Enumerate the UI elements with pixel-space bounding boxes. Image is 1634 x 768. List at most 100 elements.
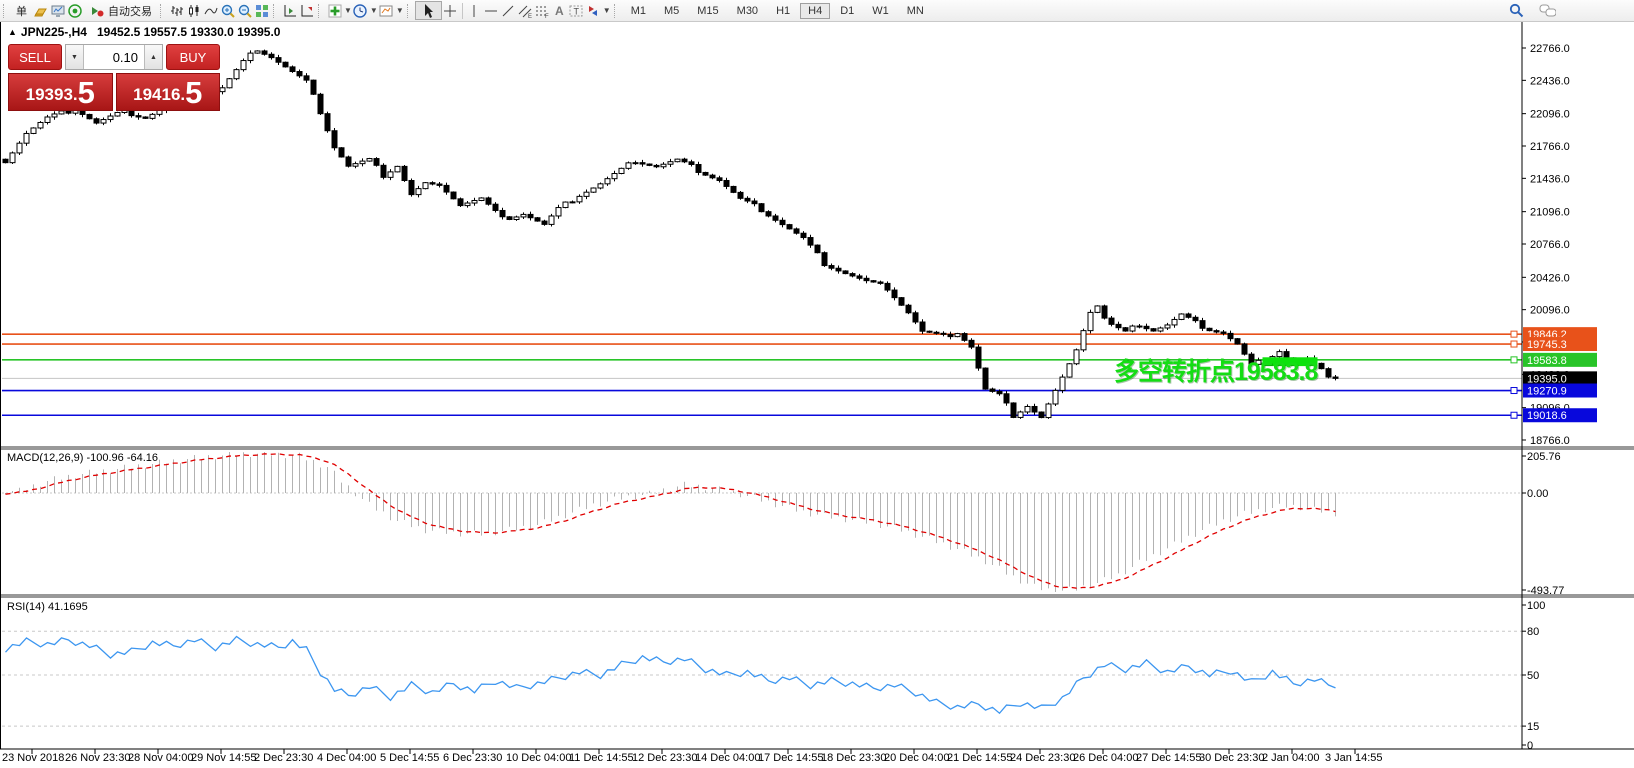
collapse-arrow-icon[interactable]: ▲	[8, 27, 17, 37]
zoom-out-icon[interactable]	[236, 2, 253, 19]
svg-text:30 Dec 23:30: 30 Dec 23:30	[1199, 752, 1264, 764]
timeframe-button-h1[interactable]: H1	[776, 4, 791, 17]
fibonacci-tool-icon[interactable]: F	[534, 2, 551, 19]
one-click-trading-panel: SELL ▼ ▲ BUY 19393.5 19416.5	[8, 44, 220, 111]
macd-indicator-label: MACD(12,26,9) -100.96 -64.16	[7, 452, 159, 464]
macd-axis-labels: 205.76 0.00 -493.77	[1522, 451, 1564, 597]
svg-text:20426.0: 20426.0	[1530, 272, 1570, 284]
svg-text:3 Jan 14:55: 3 Jan 14:55	[1325, 752, 1383, 764]
svg-text:19583.8: 19583.8	[1527, 355, 1567, 367]
svg-text:2 Jan 04:00: 2 Jan 04:00	[1262, 752, 1320, 764]
timeframe-button-d1[interactable]: D1	[840, 4, 855, 17]
rsi-axis-labels: 100 80 50 15 0	[1522, 600, 1545, 752]
cursor-tool-icon[interactable]	[414, 1, 442, 20]
price-axis-labels: 22766.0 22436.0 22096.0 21766.0 21436.0 21096…	[1522, 43, 1570, 447]
svg-text:22766.0: 22766.0	[1530, 43, 1570, 55]
svg-text:19018.6: 19018.6	[1527, 410, 1567, 422]
highlight-rectangle	[1262, 357, 1318, 367]
bar-chart-icon[interactable]	[168, 2, 185, 19]
svg-text:10 Dec 04:00: 10 Dec 04:00	[506, 752, 571, 764]
timeframe-button-m30[interactable]: M30	[736, 4, 759, 17]
template-icon[interactable]	[378, 2, 395, 19]
trend-turning-point-annotation: 多空转折点19583.8	[1114, 358, 1318, 386]
svg-text:22436.0: 22436.0	[1530, 75, 1570, 87]
indicators-icon[interactable]	[326, 2, 343, 19]
svg-text:19395.0: 19395.0	[1527, 373, 1567, 385]
svg-text:19270.9: 19270.9	[1527, 386, 1567, 398]
crosshair-tool-icon[interactable]	[442, 2, 459, 19]
macd-signal-line	[5, 453, 1336, 589]
periods-clock-icon[interactable]	[352, 2, 369, 19]
svg-text:21096.0: 21096.0	[1530, 207, 1570, 219]
buy-button[interactable]: BUY	[166, 44, 220, 70]
volume-increase-button[interactable]: ▲	[144, 45, 162, 69]
trendline-tool-icon[interactable]	[500, 2, 517, 19]
svg-text:20096.0: 20096.0	[1530, 305, 1570, 317]
new-order-button[interactable]: 单	[11, 1, 32, 20]
svg-text:-493.77: -493.77	[1527, 585, 1564, 597]
buy-price: 19416.	[133, 85, 186, 104]
text-tool-icon[interactable]: A	[551, 2, 568, 19]
rsi-line	[5, 635, 1336, 715]
timeframe-button-mn[interactable]: MN	[906, 4, 924, 17]
buy-price-pips: 5	[185, 75, 203, 110]
volume-spinner: ▼ ▲	[65, 44, 163, 70]
auto-scroll-icon[interactable]	[281, 2, 298, 19]
candlestick-chart-icon[interactable]	[185, 2, 202, 19]
svg-text:26 Dec 04:00: 26 Dec 04:00	[1073, 752, 1138, 764]
timeframe-button-m15[interactable]: M15	[697, 4, 719, 17]
timeframe-button-h4[interactable]: H4	[800, 2, 831, 19]
template-dropdown-arrow[interactable]: ▼	[395, 6, 404, 15]
svg-text:18 Dec 23:30: 18 Dec 23:30	[821, 752, 886, 764]
periods-dropdown-arrow[interactable]: ▼	[369, 6, 378, 15]
candles	[2, 49, 1339, 419]
timeframe-switcher: M1 M5 M15 M30 H1 H4 D1 W1 MN	[622, 2, 933, 19]
svg-text:12 Dec 23:30: 12 Dec 23:30	[632, 752, 697, 764]
arrows-dropdown-arrow[interactable]: ▼	[602, 6, 611, 15]
svg-text:6 Dec 23:30: 6 Dec 23:30	[443, 752, 502, 764]
autotrading-button[interactable]: 自动交易	[83, 1, 157, 20]
timeframe-button-m5[interactable]: M5	[663, 4, 680, 17]
volume-decrease-button[interactable]: ▼	[66, 45, 84, 69]
line-chart-icon[interactable]	[202, 2, 219, 19]
toolbar-grip	[3, 3, 8, 18]
buy-price-button[interactable]: 19416. 5	[115, 73, 220, 111]
toolbar: 单 自动交易 ▼ ▼ ▼ E F A T ▼ M1 M5 M15 M30 H1 H4 D1 W…	[0, 0, 1634, 22]
sell-button[interactable]: SELL	[8, 44, 62, 70]
gold-bar-icon[interactable]	[32, 2, 49, 19]
equidistant-channel-tool-icon[interactable]: E	[517, 2, 534, 19]
horizontal-line-tool-icon[interactable]	[483, 2, 500, 19]
sell-price-pips: 5	[77, 75, 95, 110]
svg-text:21766.0: 21766.0	[1530, 141, 1570, 153]
search-icon[interactable]	[1508, 2, 1525, 19]
market-icon[interactable]	[66, 2, 83, 19]
svg-text:22096.0: 22096.0	[1530, 109, 1570, 121]
vertical-line-tool-icon[interactable]	[466, 2, 483, 19]
chart-shift-icon[interactable]	[298, 2, 315, 19]
chart-title-ohlc: 19452.5 19557.5 19330.0 19395.0	[96, 25, 281, 39]
svg-text:26 Nov 23:30: 26 Nov 23:30	[65, 752, 130, 764]
sell-price-button[interactable]: 19393. 5	[8, 73, 113, 111]
chat-icon[interactable]	[1539, 2, 1556, 19]
tile-windows-icon[interactable]	[253, 2, 270, 19]
volume-input[interactable]	[84, 45, 144, 69]
text-label-tool-icon[interactable]: T	[568, 2, 585, 19]
svg-text:15: 15	[1527, 721, 1539, 733]
metaeditor-icon[interactable]	[49, 2, 66, 19]
timeframe-button-m1[interactable]: M1	[630, 4, 646, 17]
svg-text:20 Dec 04:00: 20 Dec 04:00	[884, 752, 949, 764]
svg-text:11 Dec 14:55: 11 Dec 14:55	[569, 752, 634, 764]
svg-text:5 Dec 14:55: 5 Dec 14:55	[380, 752, 439, 764]
indicators-dropdown-arrow[interactable]: ▼	[344, 6, 352, 15]
arrows-tool-icon[interactable]	[585, 2, 602, 19]
svg-text:21436.0: 21436.0	[1530, 173, 1570, 185]
timeframe-button-w1[interactable]: W1	[872, 4, 889, 17]
svg-text:14 Dec 04:00: 14 Dec 04:00	[695, 752, 760, 764]
svg-text:2 Dec 23:30: 2 Dec 23:30	[254, 752, 313, 764]
zoom-in-icon[interactable]	[219, 2, 236, 19]
svg-text:23 Nov 2018: 23 Nov 2018	[2, 752, 64, 764]
window-borders	[0, 21, 1634, 750]
rsi-pane	[2, 630, 1522, 727]
sell-price: 19393.	[25, 85, 78, 104]
